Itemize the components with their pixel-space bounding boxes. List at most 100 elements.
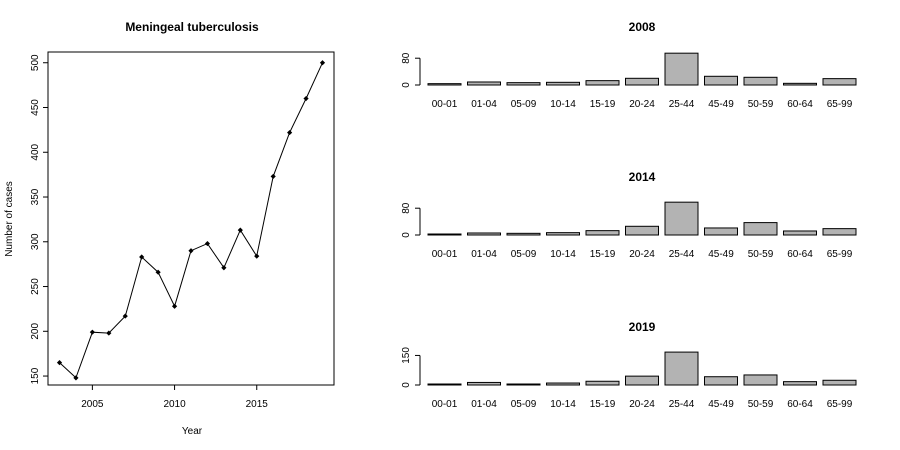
bar bbox=[625, 375, 659, 386]
bar-chart-2019-title: 2019 bbox=[629, 320, 656, 334]
bar bbox=[743, 76, 778, 86]
bar-category-label: 01-04 bbox=[471, 249, 497, 260]
y-tick-label: 150 bbox=[30, 367, 41, 384]
bar bbox=[585, 230, 620, 236]
line-point bbox=[106, 330, 112, 336]
line-point bbox=[89, 329, 95, 335]
line-chart-y-label: Number of cases bbox=[4, 181, 15, 257]
x-tick-label: 2015 bbox=[246, 399, 269, 410]
y-tick-label: 80 bbox=[401, 202, 412, 214]
line-chart-meningeal-tb: Meningeal tuberculosis 2005 2010 2015 150 2… bbox=[4, 20, 335, 437]
bar-category-label: 60-64 bbox=[787, 249, 813, 260]
y-tick-label: 0 bbox=[401, 82, 412, 88]
bar-category-label: 45-49 bbox=[708, 249, 734, 260]
bar-category-label: 25-44 bbox=[669, 399, 695, 410]
bar-category-label: 00-01 bbox=[432, 399, 458, 410]
bar bbox=[467, 232, 501, 236]
line-chart-title: Meningeal tuberculosis bbox=[125, 20, 259, 34]
bar-category-label: 60-64 bbox=[787, 399, 813, 410]
y-tick-label: 350 bbox=[30, 188, 41, 205]
line-point bbox=[139, 254, 145, 260]
bar-category-label: 20-24 bbox=[629, 249, 655, 260]
bar bbox=[822, 228, 857, 236]
line-point bbox=[254, 253, 260, 259]
bar bbox=[427, 233, 462, 236]
bar-category-label: 25-44 bbox=[669, 99, 695, 110]
y-tick-label: 500 bbox=[30, 54, 41, 71]
bar-category-label: 05-09 bbox=[511, 399, 537, 410]
bar-category-label: 00-01 bbox=[432, 249, 458, 260]
bar-category-label: 45-49 bbox=[708, 99, 734, 110]
bar bbox=[427, 383, 462, 386]
bar bbox=[822, 78, 857, 86]
bar-category-label: 65-99 bbox=[827, 399, 853, 410]
bar-category-label: 10-14 bbox=[550, 99, 576, 110]
bar bbox=[625, 77, 659, 86]
bar bbox=[546, 232, 580, 236]
line-points bbox=[56, 60, 326, 381]
bar bbox=[664, 201, 699, 236]
bar-category-label: 15-19 bbox=[590, 99, 616, 110]
line-point bbox=[287, 129, 293, 136]
bar-category-label: 10-14 bbox=[550, 399, 576, 410]
y-tick-label: 0 bbox=[401, 382, 412, 388]
bar-category-label: 00-01 bbox=[432, 99, 458, 110]
bar-category-label: 01-04 bbox=[471, 399, 497, 410]
line-chart-y-axis: 150 200 250 300 350 400 450 500 bbox=[30, 54, 48, 384]
line-point bbox=[221, 265, 227, 271]
line-point bbox=[237, 227, 243, 233]
bar-category-label: 05-09 bbox=[511, 99, 537, 110]
line-point bbox=[56, 360, 63, 366]
bar bbox=[704, 75, 738, 86]
bar bbox=[546, 382, 580, 386]
y-tick-label: 400 bbox=[30, 143, 41, 160]
bar-category-label: 45-49 bbox=[708, 399, 734, 410]
bar bbox=[427, 83, 462, 86]
line-point bbox=[73, 375, 79, 381]
bar-category-label: 50-59 bbox=[748, 249, 774, 260]
bar bbox=[506, 82, 541, 86]
bar bbox=[743, 222, 778, 236]
line-point bbox=[270, 173, 276, 180]
line-series bbox=[59, 62, 323, 379]
bar-category-label: 10-14 bbox=[550, 249, 576, 260]
line-point bbox=[319, 60, 326, 66]
bar bbox=[704, 227, 738, 236]
bar bbox=[664, 52, 699, 86]
bar bbox=[546, 81, 580, 86]
bar bbox=[467, 81, 501, 86]
y-tick-label: 200 bbox=[30, 323, 41, 340]
line-point bbox=[122, 313, 128, 319]
line-point bbox=[155, 269, 161, 275]
line-chart-x-axis: 2005 2010 2015 bbox=[81, 385, 268, 410]
bar-chart-2014: 2014 0 80 00-01 01-04 05-09 10-14 15-19 20-24 25… bbox=[401, 170, 857, 260]
bar-category-label: 50-59 bbox=[748, 99, 774, 110]
bar-category-label: 15-19 bbox=[590, 399, 616, 410]
y-tick-label: 300 bbox=[30, 233, 41, 250]
y-tick-label: 150 bbox=[401, 347, 412, 364]
bar bbox=[783, 381, 817, 386]
bar-category-label: 60-64 bbox=[787, 99, 813, 110]
bar-category-label: 01-04 bbox=[471, 99, 497, 110]
line-point bbox=[171, 303, 178, 309]
bar bbox=[585, 380, 620, 386]
y-tick-label: 0 bbox=[401, 232, 412, 238]
y-tick-label: 250 bbox=[30, 278, 41, 295]
bar bbox=[704, 376, 738, 386]
bar-chart-2008: 2008 0 80 00-01 01-04 05-09 10-14 15-19 20-24 25… bbox=[401, 20, 857, 110]
bar bbox=[783, 230, 817, 236]
bar-category-label: 65-99 bbox=[827, 249, 853, 260]
x-tick-label: 2010 bbox=[163, 399, 186, 410]
bar-chart-2008-title: 2008 bbox=[629, 20, 656, 34]
bar-category-label: 50-59 bbox=[748, 399, 774, 410]
y-tick-label: 450 bbox=[30, 99, 41, 116]
y-tick-label: 80 bbox=[401, 52, 412, 64]
bar-category-label: 65-99 bbox=[827, 99, 853, 110]
bar-chart-2014-title: 2014 bbox=[629, 170, 656, 184]
bar bbox=[822, 379, 857, 386]
bar-category-label: 20-24 bbox=[629, 399, 655, 410]
bar bbox=[506, 383, 541, 386]
x-tick-label: 2005 bbox=[81, 399, 104, 410]
bar-category-label: 20-24 bbox=[629, 99, 655, 110]
bar bbox=[585, 80, 620, 86]
